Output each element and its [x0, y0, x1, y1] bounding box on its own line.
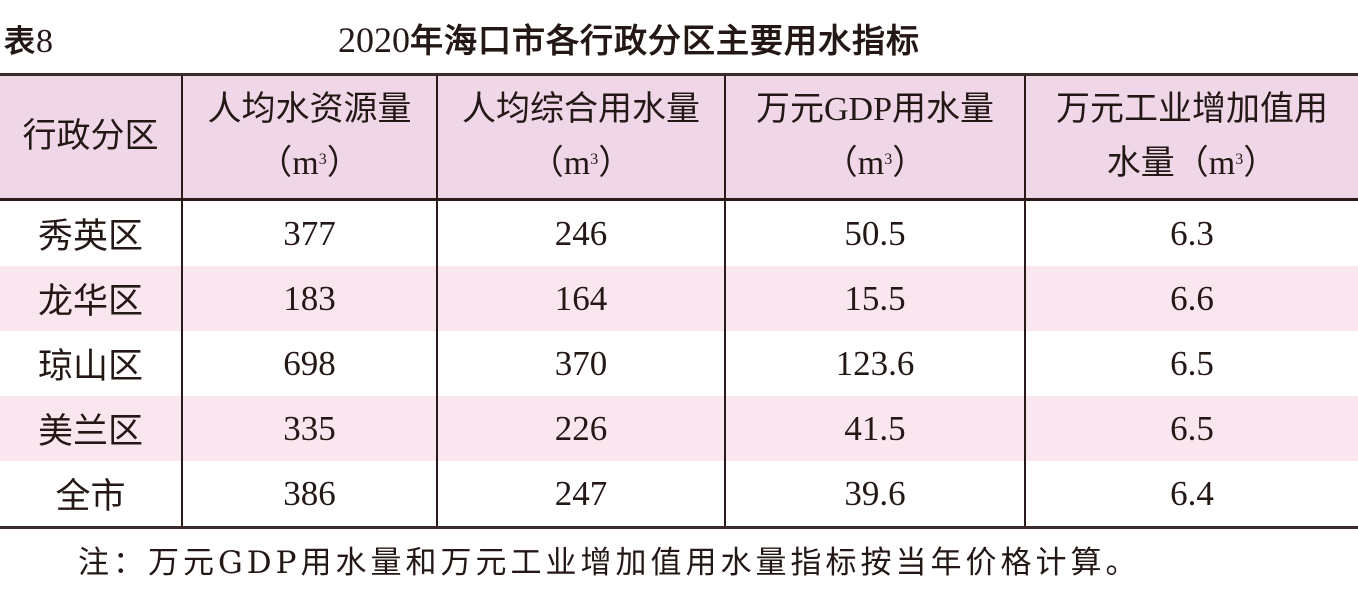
unit-close: ） [326, 145, 361, 182]
table-number: 8 [36, 23, 54, 60]
cell-value: 247 [436, 461, 725, 528]
table-label: 表8 [4, 16, 54, 61]
unit-close: ） [598, 145, 633, 182]
unit-text: （m [529, 145, 591, 182]
cell-value: 39.6 [724, 461, 1025, 528]
header-unit: 水量（m3） [1026, 137, 1358, 191]
table-row-total: 全市 386 247 39.6 6.4 [0, 461, 1358, 528]
header-label: 人均综合用水量 [462, 91, 700, 128]
water-indicators-table: 行政分区 人均水资源量 （m3） 人均综合用水量 （m3） 万元GDP用水量 （m3）… [0, 73, 1358, 529]
header-water-per-industrial-value: 万元工业增加值用水量（m3） [1024, 74, 1358, 201]
cell-value: 377 [181, 199, 437, 266]
header-unit: （m3） [726, 137, 1024, 191]
unit-text: （m [823, 145, 885, 182]
cell-value: 6.5 [1024, 396, 1358, 461]
cell-value: 6.5 [1024, 331, 1358, 396]
header-label: 万元工业增加值用 [1056, 91, 1328, 128]
unit-sup: 3 [318, 151, 327, 168]
cell-value: 6.3 [1024, 199, 1358, 266]
table-caption: 表8 2020年海口市各行政分区主要用水指标 [0, 8, 1358, 64]
table-row: 龙华区 183 164 15.5 6.6 [0, 266, 1358, 331]
cell-value: 6.4 [1024, 461, 1358, 528]
cell-value: 246 [436, 199, 725, 266]
cell-district: 秀英区 [37, 217, 143, 256]
table-row: 美兰区 335 226 41.5 6.5 [0, 396, 1358, 461]
cell-value: 41.5 [724, 396, 1025, 461]
cell-value: 123.6 [724, 331, 1025, 396]
cell-value: 15.5 [724, 266, 1025, 331]
unit-text: 水量（m [1106, 145, 1236, 182]
header-label: 行政分区 [22, 118, 159, 155]
table-label-prefix: 表 [4, 24, 36, 60]
unit-close: ） [1243, 145, 1278, 182]
header-district: 行政分区 [0, 74, 182, 201]
header-water-resources-per-capita: 人均水资源量 （m3） [181, 74, 437, 201]
cell-district: 全市 [55, 477, 126, 516]
title-text: 年海口市各行政分区主要用水指标 [410, 21, 920, 60]
header-water-use-per-capita: 人均综合用水量 （m3） [436, 74, 725, 201]
header-unit: （m3） [183, 137, 436, 191]
cell-value: 386 [181, 461, 437, 528]
cell-value: 164 [436, 266, 725, 331]
header-row: 行政分区 人均水资源量 （m3） 人均综合用水量 （m3） 万元GDP用水量 （m3）… [0, 74, 1358, 201]
title-year: 2020 [338, 20, 410, 60]
header-label: 人均水资源量 [207, 91, 412, 128]
unit-sup: 3 [1235, 151, 1244, 168]
unit-close: ） [892, 145, 927, 182]
cell-value: 226 [436, 396, 725, 461]
cell-value: 370 [436, 331, 725, 396]
cell-value: 6.6 [1024, 266, 1358, 331]
cell-value: 698 [181, 331, 437, 396]
cell-district: 琼山区 [37, 347, 143, 386]
header-unit: （m3） [438, 137, 724, 191]
table-row: 秀英区 377 246 50.5 6.3 [0, 199, 1358, 266]
unit-sup: 3 [884, 151, 893, 168]
cell-value: 183 [181, 266, 437, 331]
table-title: 2020年海口市各行政分区主要用水指标 [338, 14, 920, 62]
header-label: 万元GDP用水量 [755, 91, 995, 128]
cell-district: 龙华区 [0, 266, 182, 331]
unit-text: （m [258, 145, 319, 182]
header-water-per-gdp: 万元GDP用水量 （m3） [724, 74, 1025, 201]
unit-sup: 3 [590, 151, 599, 168]
cell-value: 335 [181, 396, 437, 461]
cell-value: 50.5 [724, 199, 1025, 266]
table-footnote: 注：万元GDP用水量和万元工业增加值用水量指标按当年价格计算。 [78, 545, 1141, 581]
cell-district: 美兰区 [0, 396, 182, 461]
table-row: 琼山区 698 370 123.6 6.5 [0, 331, 1358, 396]
